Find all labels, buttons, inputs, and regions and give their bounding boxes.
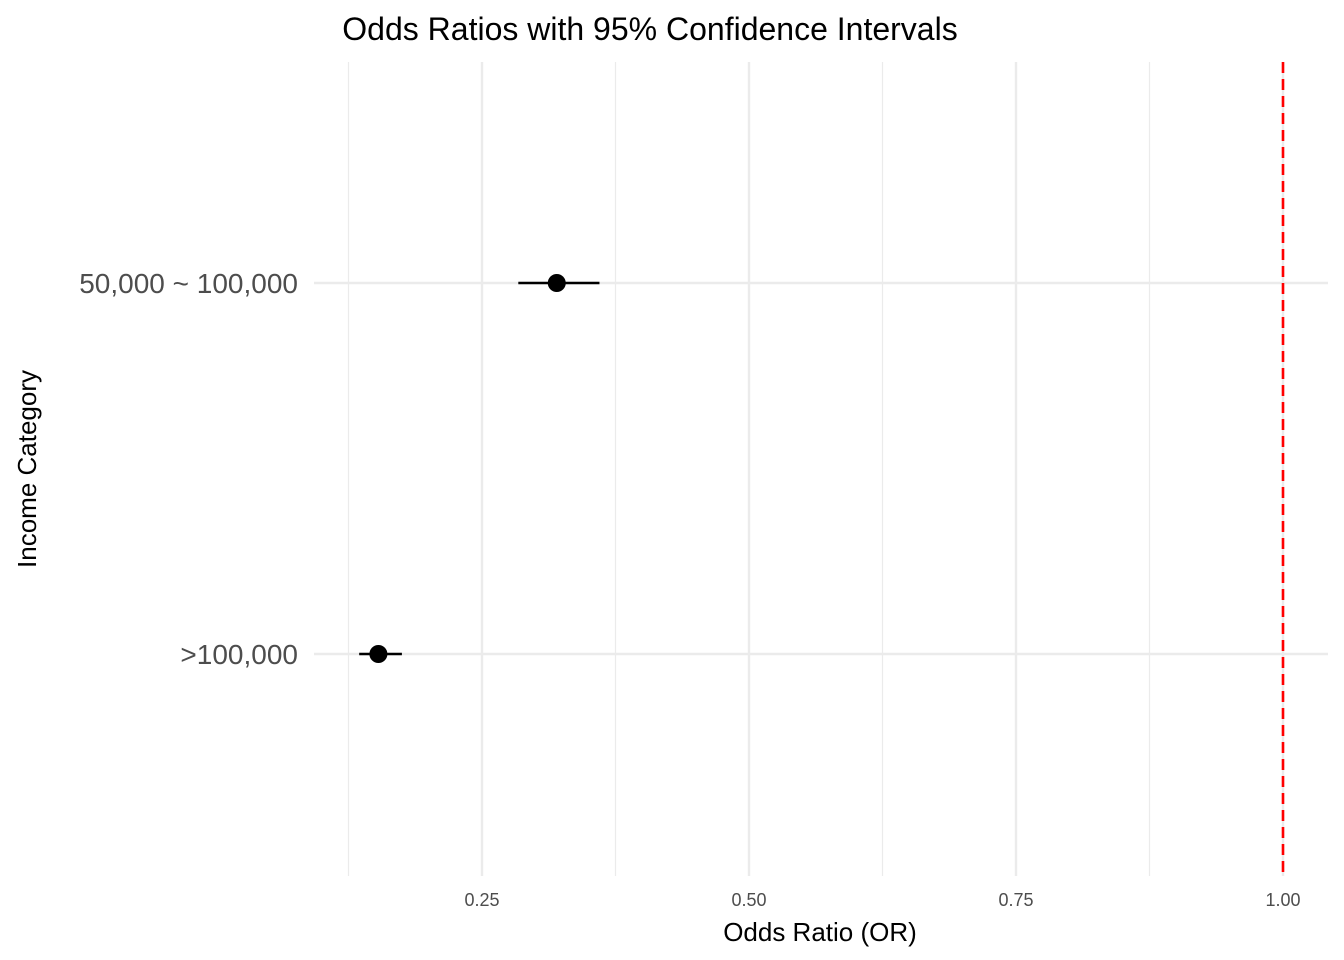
y-tick-label: 50,000 ~ 100,000 [79,268,298,299]
x-tick-label: 0.75 [998,890,1033,910]
x-tick-label: 1.00 [1265,890,1300,910]
data-marks-layer [359,274,600,663]
x-axis-tick-labels: 0.25 0.50 0.75 1.00 [464,890,1300,910]
y-axis-tick-labels: 50,000 ~ 100,000 >100,000 [79,268,298,670]
x-tick-label: 0.25 [464,890,499,910]
grid-layer [314,62,1328,876]
chart-title: Odds Ratios with 95% Confidence Interval… [342,11,957,47]
x-tick-label: 0.50 [731,890,766,910]
y-axis-title: Income Category [12,370,42,568]
x-axis-title: Odds Ratio (OR) [723,917,917,947]
y-tick-label: >100,000 [180,639,298,670]
odds-ratio-point [547,274,566,292]
odds-ratio-point [369,645,388,663]
